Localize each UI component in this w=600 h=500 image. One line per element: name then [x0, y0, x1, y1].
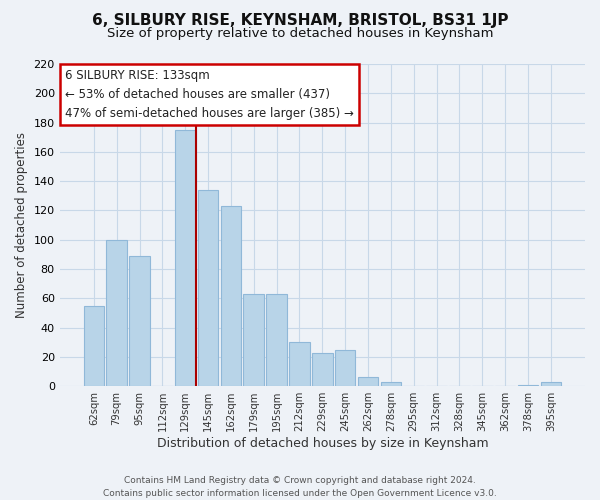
Bar: [518, 384, 538, 386]
Bar: [358, 378, 379, 386]
Text: Size of property relative to detached houses in Keynsham: Size of property relative to detached ho…: [107, 28, 493, 40]
Bar: [541, 382, 561, 386]
Bar: [289, 342, 310, 386]
Text: 6, SILBURY RISE, KEYNSHAM, BRISTOL, BS31 1JP: 6, SILBURY RISE, KEYNSHAM, BRISTOL, BS31…: [92, 12, 508, 28]
Bar: [106, 240, 127, 386]
Bar: [83, 306, 104, 386]
Y-axis label: Number of detached properties: Number of detached properties: [15, 132, 28, 318]
Text: Contains HM Land Registry data © Crown copyright and database right 2024.
Contai: Contains HM Land Registry data © Crown c…: [103, 476, 497, 498]
Bar: [244, 294, 264, 386]
Bar: [198, 190, 218, 386]
Bar: [266, 294, 287, 386]
Bar: [312, 352, 332, 386]
Bar: [175, 130, 196, 386]
Bar: [129, 256, 150, 386]
Text: 6 SILBURY RISE: 133sqm
← 53% of detached houses are smaller (437)
47% of semi-de: 6 SILBURY RISE: 133sqm ← 53% of detached…: [65, 69, 354, 120]
X-axis label: Distribution of detached houses by size in Keynsham: Distribution of detached houses by size …: [157, 437, 488, 450]
Bar: [221, 206, 241, 386]
Bar: [380, 382, 401, 386]
Bar: [335, 350, 355, 386]
